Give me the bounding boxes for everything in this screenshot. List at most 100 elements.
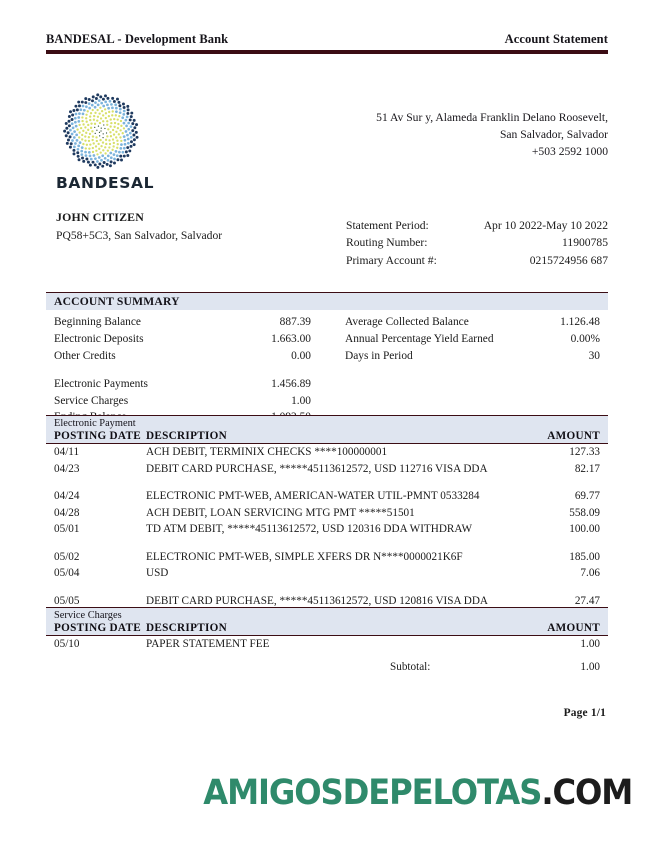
subtotal-spacer xyxy=(54,659,390,676)
cell-posting-date: 05/02 xyxy=(54,550,80,563)
statement-meta: Statement Period: Apr 10 2022-May 10 2022… xyxy=(346,217,608,269)
summary-row: Electronic Deposits 1.663.00 xyxy=(54,331,311,348)
cell-posting-date: 05/04 xyxy=(54,567,80,580)
account-summary-title: ACCOUNT SUMMARY xyxy=(46,292,608,310)
table-header: Service Charges POSTING DATE DESCRIPTION AM… xyxy=(46,607,608,636)
watermark-main-text: AMIGOSDEPELOTAS xyxy=(203,773,542,813)
logo-wordmark: BANDESAL xyxy=(56,174,155,192)
cell-posting-date: 04/24 xyxy=(54,490,80,503)
summary-value: 0.00 xyxy=(291,349,311,362)
column-header-posting-date: POSTING DATE xyxy=(54,430,142,442)
page-number: Page 1/1 xyxy=(563,707,606,719)
statement-meta-row: Routing Number: 11900785 xyxy=(346,234,608,251)
cell-description: ELECTRONIC PMT-WEB, SIMPLE XFERS DR N***… xyxy=(146,550,463,563)
statement-meta-value: Apr 10 2022-May 10 2022 xyxy=(483,219,608,232)
table-row-spacer xyxy=(46,582,608,593)
table-row: 05/02 ELECTRONIC PMT-WEB, SIMPLE XFERS DR… xyxy=(46,549,608,566)
statement-meta-label: Primary Account #: xyxy=(346,253,437,267)
cell-description: ACH DEBIT, LOAN SERVICING MTG PMT *****5… xyxy=(146,506,415,519)
summary-value: 1.00 xyxy=(291,394,311,407)
statement-meta-label: Statement Period: xyxy=(346,219,429,232)
document-header: BANDESAL - Development Bank Account Stat… xyxy=(46,32,608,47)
statement-meta-row: Primary Account #: 0215724956 687 xyxy=(346,252,608,269)
table-row: 05/10 PAPER STATEMENT FEE 1.00 xyxy=(46,636,608,653)
bank-title: BANDESAL - Development Bank xyxy=(46,32,229,46)
column-header-description: DESCRIPTION xyxy=(146,622,228,634)
summary-label: Days in Period xyxy=(345,349,413,362)
cell-amount: 100.00 xyxy=(569,523,600,536)
summary-label: Annual Percentage Yield Earned xyxy=(345,332,494,345)
column-header-amount: AMOUNT xyxy=(547,430,600,442)
bank-address: 51 Av Sur y, Alameda Franklin Delano Roo… xyxy=(376,110,608,160)
cell-posting-date: 04/23 xyxy=(54,462,80,475)
cell-amount: 69.77 xyxy=(574,490,600,503)
cell-description: USD xyxy=(146,567,169,580)
summary-row: Service Charges 1.00 xyxy=(54,393,311,410)
service-charges-table: Service Charges POSTING DATE DESCRIPTION AM… xyxy=(46,607,608,675)
site-watermark: AMIGOSDEPELOTAS.COM xyxy=(203,773,633,813)
cell-description: ACH DEBIT, TERMINIX CHECKS ****100000001 xyxy=(146,446,388,458)
summary-row: Annual Percentage Yield Earned 0.00% xyxy=(345,331,600,348)
customer-address: PQ58+5C3, San Salvador, Salvador xyxy=(56,228,223,242)
summary-label: Beginning Balance xyxy=(54,316,141,328)
document-title: Account Statement xyxy=(504,32,608,46)
table-row: 04/11 ACH DEBIT, TERMINIX CHECKS ****1000… xyxy=(46,444,608,461)
electronic-payment-table: Electronic Payment POSTING DATE DESCRIPTIO… xyxy=(46,415,608,632)
cell-posting-date: 04/11 xyxy=(54,446,80,458)
cell-amount: 127.33 xyxy=(569,446,600,458)
cell-description: PAPER STATEMENT FEE xyxy=(146,638,270,650)
cell-posting-date: 04/28 xyxy=(54,506,80,519)
bandesal-spiral-logo-icon xyxy=(63,93,139,169)
column-header-description: DESCRIPTION xyxy=(146,430,228,442)
table-subtotal-row: Subtotal: 1.00 xyxy=(46,653,608,676)
cell-posting-date: 05/05 xyxy=(54,595,80,608)
bank-address-line-1: 51 Av Sur y, Alameda Franklin Delano Roo… xyxy=(376,111,608,124)
table-row: 05/05 DEBIT CARD PURCHASE, *****451136125… xyxy=(46,593,608,610)
summary-label: Electronic Payments xyxy=(54,377,148,390)
table-row-spacer xyxy=(46,538,608,549)
customer-block: JOHN CITIZEN PQ58+5C3, San Salvador, Sal… xyxy=(56,209,222,244)
summary-value: 1.663.00 xyxy=(271,332,311,345)
summary-spacer xyxy=(54,365,311,376)
cell-amount: 558.09 xyxy=(569,506,600,519)
summary-row: Electronic Payments 1.456.89 xyxy=(54,376,311,393)
table-header: Electronic Payment POSTING DATE DESCRIPTIO… xyxy=(46,415,608,444)
summary-row: Average Collected Balance 1.126.48 xyxy=(345,314,600,331)
table-body: 04/11 ACH DEBIT, TERMINIX CHECKS ****1000… xyxy=(46,444,608,610)
table-row: 05/04 USD 7.06 xyxy=(46,565,608,582)
table-row: 04/24 ELECTRONIC PMT-WEB, AMERICAN-WATER … xyxy=(46,488,608,505)
cell-description: ELECTRONIC PMT-WEB, AMERICAN-WATER UTIL-… xyxy=(146,490,480,503)
subtotal-label: Subtotal: xyxy=(390,660,431,673)
statement-meta-row: Statement Period: Apr 10 2022-May 10 2022 xyxy=(346,217,608,234)
cell-description: DEBIT CARD PURCHASE, *****45113612572, U… xyxy=(146,595,488,608)
table-section-title: Electronic Payment xyxy=(54,418,136,429)
table-row: 05/01 TD ATM DEBIT, *****45113612572, USD… xyxy=(46,521,608,538)
cell-description: DEBIT CARD PURCHASE, *****45113612572, U… xyxy=(146,462,488,475)
statement-meta-value: 0215724956 687 xyxy=(529,253,608,267)
summary-value: 1.456.89 xyxy=(271,377,311,390)
summary-row: Other Credits 0.00 xyxy=(54,348,311,365)
column-header-posting-date: POSTING DATE xyxy=(54,622,142,634)
bank-phone: +503 2592 1000 xyxy=(531,144,608,158)
customer-name: JOHN CITIZEN xyxy=(56,210,144,224)
column-header-amount: AMOUNT xyxy=(547,622,600,634)
header-divider-rule xyxy=(46,50,608,54)
cell-description: TD ATM DEBIT, *****45113612572, USD 1203… xyxy=(146,523,473,536)
summary-value: 30 xyxy=(588,349,600,362)
summary-value: 1.126.48 xyxy=(560,316,600,328)
table-row-spacer xyxy=(46,477,608,488)
account-summary-left-column: Beginning Balance 887.39 Electronic Deposi… xyxy=(46,314,327,426)
cell-amount: 185.00 xyxy=(569,550,600,563)
bank-address-line-2: San Salvador, Salvador xyxy=(499,127,608,141)
table-section-title: Service Charges xyxy=(54,610,122,621)
bank-logo-block: BANDESAL xyxy=(56,92,196,192)
cell-amount: 1.00 xyxy=(580,638,600,650)
account-summary-right-column: Average Collected Balance 1.126.48 Annual … xyxy=(327,314,608,426)
statement-meta-label: Routing Number: xyxy=(346,236,428,250)
cell-amount: 7.06 xyxy=(580,567,600,580)
summary-value: 887.39 xyxy=(279,316,311,328)
summary-value: 0.00% xyxy=(570,332,600,345)
account-summary-section: ACCOUNT SUMMARY Beginning Balance 887.39 E… xyxy=(46,292,608,426)
summary-label: Electronic Deposits xyxy=(54,332,144,345)
table-body: 05/10 PAPER STATEMENT FEE 1.00 xyxy=(46,636,608,653)
